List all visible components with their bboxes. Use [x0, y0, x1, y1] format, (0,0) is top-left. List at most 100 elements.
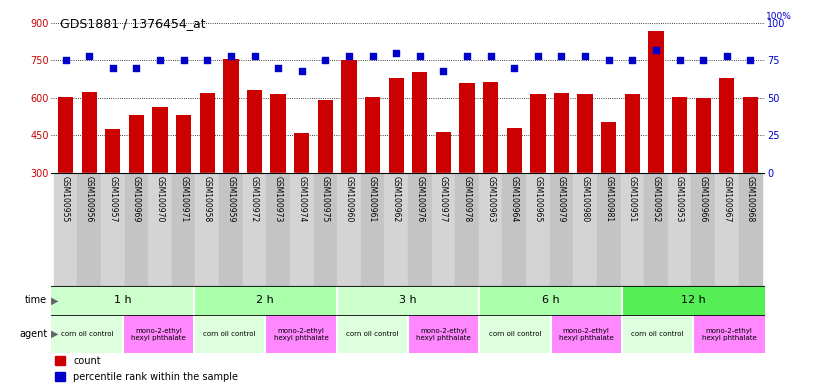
- Text: time: time: [25, 295, 47, 306]
- Text: GSM100956: GSM100956: [85, 176, 94, 223]
- Text: mono-2-ethyl
hexyl phthalate: mono-2-ethyl hexyl phthalate: [559, 328, 614, 341]
- Point: [390, 50, 403, 56]
- Text: agent: agent: [19, 329, 47, 339]
- Point: [153, 57, 166, 63]
- Bar: [337, 315, 408, 353]
- Bar: [341, 60, 357, 248]
- Point: [224, 53, 237, 59]
- Bar: [265, 315, 337, 353]
- Text: ▶: ▶: [51, 329, 58, 339]
- Text: corn oil control: corn oil control: [346, 331, 398, 337]
- Bar: [551, 315, 622, 353]
- Bar: [479, 286, 622, 315]
- Text: 12 h: 12 h: [681, 295, 706, 306]
- Bar: [149, 173, 172, 286]
- Bar: [408, 315, 479, 353]
- Text: GSM100957: GSM100957: [109, 176, 118, 223]
- Text: 100%: 100%: [766, 12, 792, 21]
- Bar: [526, 173, 550, 286]
- Bar: [194, 315, 265, 353]
- Bar: [597, 173, 620, 286]
- Bar: [412, 72, 428, 248]
- Point: [579, 53, 592, 59]
- Text: GSM100978: GSM100978: [463, 176, 472, 222]
- Text: GSM100964: GSM100964: [510, 176, 519, 223]
- Bar: [55, 356, 65, 365]
- Point: [343, 53, 356, 59]
- Point: [744, 57, 757, 63]
- Point: [366, 53, 379, 59]
- Text: GSM100970: GSM100970: [156, 176, 165, 223]
- Bar: [82, 92, 97, 248]
- Point: [82, 53, 95, 59]
- Bar: [625, 94, 640, 248]
- Bar: [483, 82, 499, 248]
- Bar: [691, 173, 715, 286]
- Text: GSM100972: GSM100972: [250, 176, 259, 222]
- Point: [602, 57, 615, 63]
- Text: 1 h: 1 h: [114, 295, 131, 306]
- Bar: [408, 173, 432, 286]
- Bar: [219, 173, 242, 286]
- Bar: [176, 115, 191, 248]
- Bar: [172, 173, 196, 286]
- Text: GSM100960: GSM100960: [344, 176, 353, 223]
- Text: percentile rank within the sample: percentile rank within the sample: [73, 372, 238, 382]
- Bar: [125, 173, 149, 286]
- Bar: [667, 173, 691, 286]
- Point: [272, 65, 285, 71]
- Point: [319, 57, 332, 63]
- Bar: [246, 91, 262, 248]
- Bar: [622, 286, 765, 315]
- Bar: [554, 93, 570, 248]
- Bar: [503, 173, 526, 286]
- Bar: [337, 173, 361, 286]
- Bar: [266, 173, 290, 286]
- Bar: [51, 286, 194, 315]
- Text: GSM100981: GSM100981: [604, 176, 614, 222]
- Bar: [432, 173, 455, 286]
- Bar: [317, 100, 333, 248]
- Point: [484, 53, 497, 59]
- Bar: [507, 128, 522, 248]
- Bar: [58, 97, 73, 248]
- Bar: [601, 122, 616, 248]
- Bar: [55, 372, 65, 381]
- Point: [130, 65, 143, 71]
- Bar: [436, 132, 451, 248]
- Text: GSM100965: GSM100965: [534, 176, 543, 223]
- Point: [437, 68, 450, 74]
- Bar: [196, 173, 219, 286]
- Bar: [384, 173, 408, 286]
- Text: mono-2-ethyl
hexyl phthalate: mono-2-ethyl hexyl phthalate: [702, 328, 756, 341]
- Bar: [51, 315, 122, 353]
- Bar: [719, 78, 734, 248]
- Bar: [695, 98, 711, 248]
- Text: 2 h: 2 h: [256, 295, 274, 306]
- Bar: [530, 94, 546, 248]
- Bar: [153, 107, 168, 248]
- Bar: [194, 286, 337, 315]
- Bar: [738, 173, 762, 286]
- Text: 6 h: 6 h: [542, 295, 560, 306]
- Point: [201, 57, 214, 63]
- Text: GSM100963: GSM100963: [486, 176, 495, 223]
- Text: GSM100973: GSM100973: [273, 176, 282, 223]
- Text: GSM100953: GSM100953: [675, 176, 684, 223]
- Point: [106, 65, 119, 71]
- Text: corn oil control: corn oil control: [61, 331, 113, 337]
- Bar: [101, 173, 125, 286]
- Bar: [479, 315, 551, 353]
- Bar: [672, 97, 687, 248]
- Bar: [365, 97, 380, 248]
- Text: GSM100979: GSM100979: [557, 176, 566, 223]
- Text: GSM100951: GSM100951: [628, 176, 636, 222]
- Text: GSM100976: GSM100976: [415, 176, 424, 223]
- Point: [650, 47, 663, 53]
- Point: [673, 57, 686, 63]
- Text: 3 h: 3 h: [399, 295, 417, 306]
- Bar: [78, 173, 101, 286]
- Point: [59, 57, 72, 63]
- Bar: [313, 173, 337, 286]
- Point: [460, 53, 473, 59]
